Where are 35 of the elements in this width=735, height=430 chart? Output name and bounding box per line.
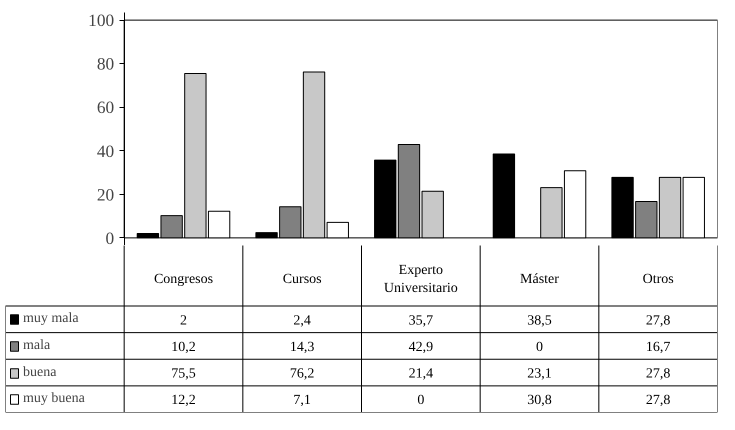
data-label: 27,8 <box>646 366 670 382</box>
data-label: 2 <box>180 313 187 328</box>
data-label: 42,9 <box>408 340 434 355</box>
legend-label: muy mala <box>23 310 79 328</box>
legend-label: mala <box>23 337 50 355</box>
data-label: 21,4 <box>408 366 434 382</box>
x-tick-label: Congresos <box>154 272 214 287</box>
data-label: 35,7 <box>408 313 434 328</box>
y-tick-label: 0 <box>106 228 114 248</box>
data-label: 7,1 <box>293 393 311 408</box>
y-tick-label: 40 <box>96 142 114 161</box>
x-tick-label: Experto Universitario <box>384 262 458 296</box>
data-label: 23,1 <box>527 366 552 382</box>
y-tick-label: 20 <box>96 185 114 204</box>
legend-label: muy buena <box>23 390 85 408</box>
data-label: 38,5 <box>527 313 552 328</box>
x-tick-label: Cursos <box>282 272 322 287</box>
y-tick-label: 80 <box>96 54 114 74</box>
data-label: 12,2 <box>171 393 196 408</box>
data-label: 14,3 <box>290 340 314 355</box>
legend-label: buena <box>23 364 56 382</box>
y-tick-label: 60 <box>96 98 114 118</box>
data-label: 75,5 <box>171 366 196 382</box>
y-tick-label: 100 <box>88 11 114 30</box>
data-label: 27,8 <box>646 393 670 408</box>
data-label: 30,8 <box>527 393 552 408</box>
data-label: 2,4 <box>293 313 311 328</box>
x-tick-label: Máster <box>520 272 560 287</box>
data-label: 76,2 <box>290 366 314 382</box>
data-label: 0 <box>417 393 424 408</box>
data-label: 16,7 <box>646 340 670 355</box>
data-label: 0 <box>536 340 543 355</box>
x-tick-label: Otros <box>642 272 674 287</box>
data-label: 10,2 <box>171 340 196 355</box>
data-label: 27,8 <box>646 313 670 328</box>
